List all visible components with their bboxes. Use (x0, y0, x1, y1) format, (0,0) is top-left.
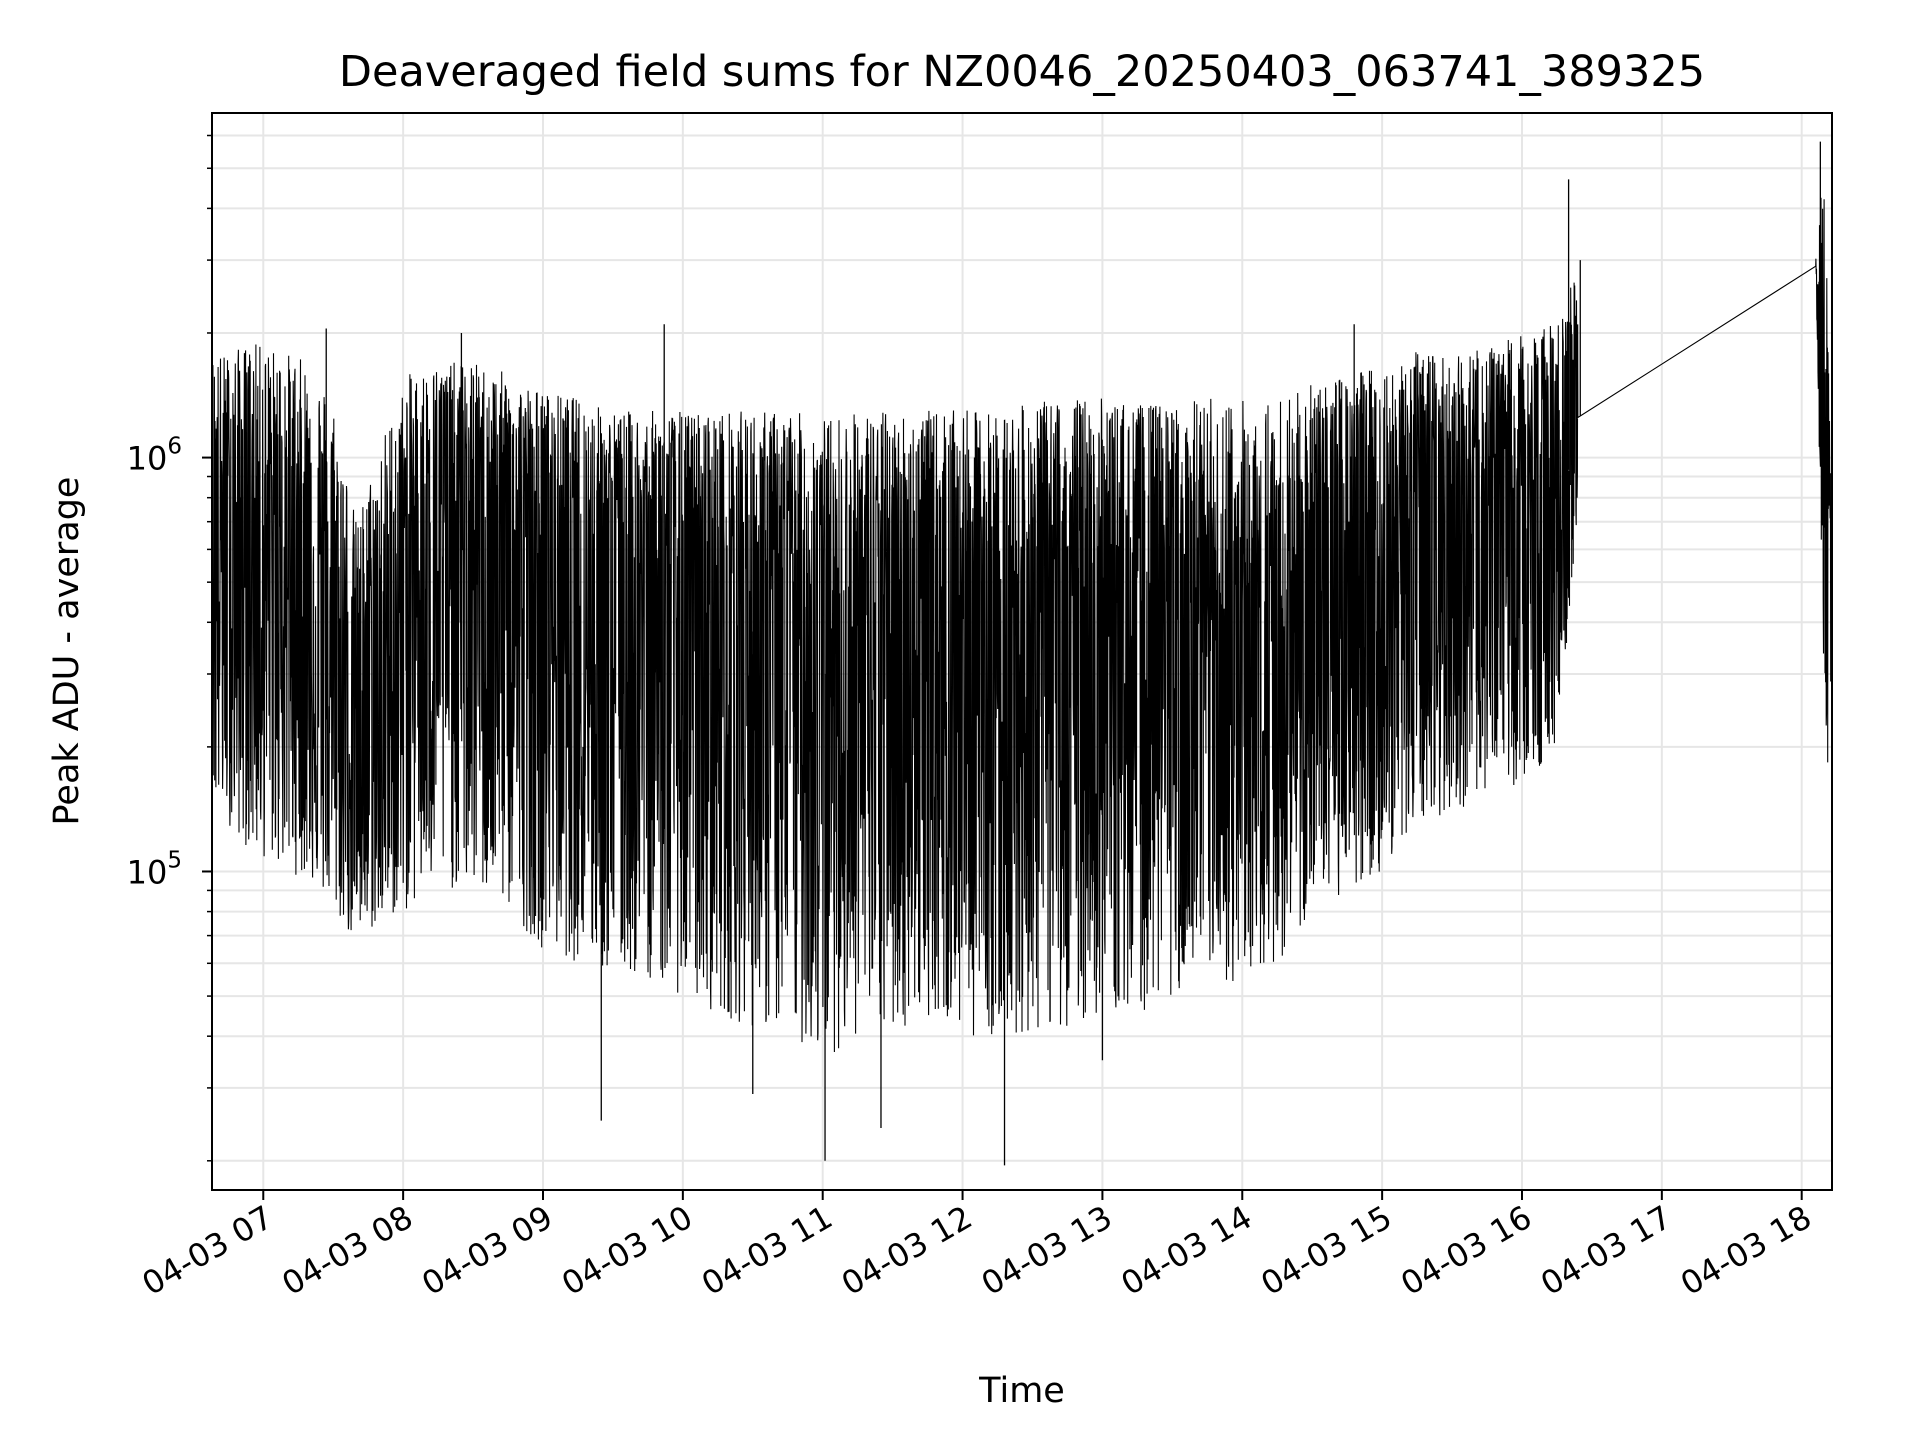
x-tick-label: 04-03 11 (695, 1198, 839, 1303)
y-axis-label: Peak ADU - average (47, 477, 87, 826)
x-tick-label: 04-03 07 (136, 1198, 280, 1303)
x-tick-label: 04-03 18 (1674, 1198, 1818, 1303)
plot-frame (211, 112, 1833, 1191)
series-line (211, 141, 1833, 1166)
chart-title: Deaveraged field sums for NZ0046_2025040… (339, 47, 1705, 97)
y-tick-label: 105 (127, 847, 182, 891)
series-path (211, 197, 1833, 1053)
x-tick-label: 04-03 09 (415, 1198, 559, 1303)
x-tick-label: 04-03 16 (1394, 1198, 1538, 1303)
x-axis-label: Time (978, 1371, 1065, 1411)
x-tick-label: 04-03 15 (1255, 1198, 1399, 1303)
x-tick-label: 04-03 12 (835, 1198, 979, 1303)
x-tick-label: 04-03 08 (276, 1198, 420, 1303)
x-tick-label: 04-03 14 (1115, 1198, 1259, 1303)
x-tick-label: 04-03 17 (1534, 1198, 1678, 1303)
x-tick-label: 04-03 10 (555, 1198, 699, 1303)
x-tick-label: 04-03 13 (975, 1198, 1119, 1303)
y-tick-label: 106 (127, 434, 182, 478)
